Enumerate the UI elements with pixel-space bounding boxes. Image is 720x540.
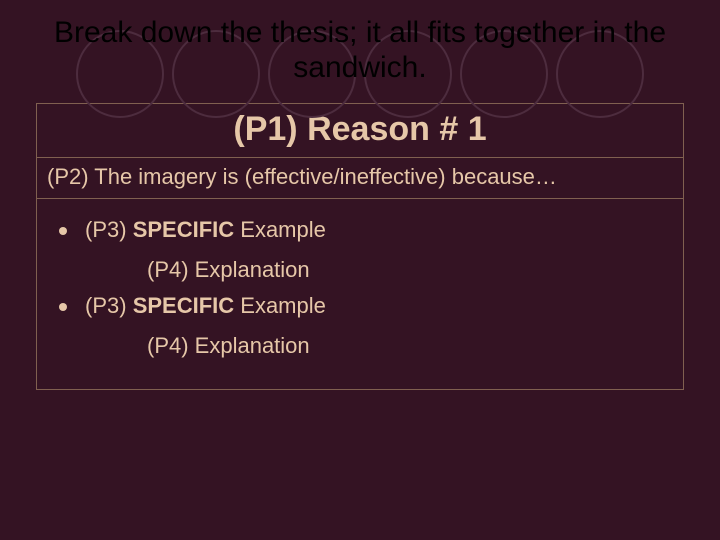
p3-prefix: (P3) xyxy=(85,293,133,318)
p3-strong: SPECIFIC xyxy=(133,217,234,242)
p3-line: (P3) SPECIFIC Example xyxy=(85,217,326,243)
list-item: (P3) SPECIFIC Example xyxy=(59,217,673,243)
p3-prefix: (P3) xyxy=(85,217,133,242)
list-item: (P3) SPECIFIC Example xyxy=(59,293,673,319)
p3-strong: SPECIFIC xyxy=(133,293,234,318)
p3-p4-box: (P3) SPECIFIC Example (P4) Explanation (… xyxy=(36,199,684,390)
p3-suffix: Example xyxy=(234,217,326,242)
bullet-icon xyxy=(59,227,67,235)
slide-title: Break down the thesis; it all fits toget… xyxy=(0,0,720,85)
bullet-icon xyxy=(59,303,67,311)
p4-line: (P4) Explanation xyxy=(147,333,673,359)
p3-suffix: Example xyxy=(234,293,326,318)
p2-box: (P2) The imagery is (effective/ineffecti… xyxy=(36,158,684,199)
p2-text: (P2) The imagery is (effective/ineffecti… xyxy=(47,164,557,189)
p3-line: (P3) SPECIFIC Example xyxy=(85,293,326,319)
p4-line: (P4) Explanation xyxy=(147,257,673,283)
